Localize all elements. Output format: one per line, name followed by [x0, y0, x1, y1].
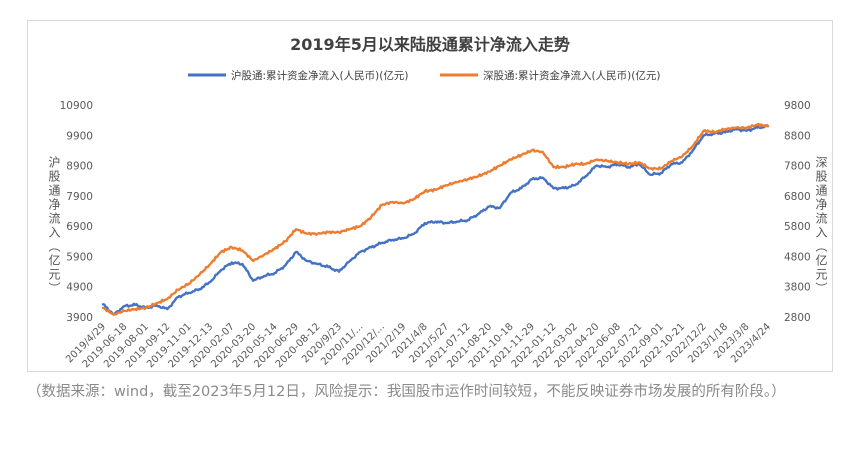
y-right-label: 深股通净流入（亿元） [814, 156, 828, 296]
legend-label-sh: 沪股通:累计资金净流入(人民币)(亿元) [231, 69, 408, 82]
caption: （数据来源：wind，截至2023年5月12日，风险提示：我国股市运作时间较短，… [27, 384, 786, 400]
series-layer [101, 122, 770, 316]
y-right-ticks: 2800 3800 4800 5800 6800 7800 8800 9800 [784, 100, 811, 324]
y-right-tick-label: 4800 [784, 251, 811, 263]
y-right-label-text: 深股通净流入（亿元） [814, 156, 828, 296]
y-left-tick-label: 8900 [66, 161, 93, 173]
y-left-tick-label: 4900 [66, 282, 93, 294]
series-line-sz [101, 122, 770, 316]
y-right-tick-label: 3800 [784, 282, 811, 294]
y-right-tick-label: 8800 [784, 130, 811, 142]
chart-title: 2019年5月以来陆股通累计净流入走势 [290, 35, 570, 54]
y-left-tick-label: 9900 [66, 130, 93, 142]
x-ticks: 2019/4/292019-06-182019-08-012019-09-122… [64, 321, 773, 370]
y-left-tick-label: 10900 [60, 100, 93, 112]
y-left-label: 沪股通净流入（亿元） [47, 156, 61, 296]
y-left-label-text: 沪股通净流入（亿元） [47, 156, 61, 296]
y-left-tick-label: 5900 [66, 251, 93, 263]
y-right-tick-label: 6800 [784, 191, 811, 203]
legend: 沪股通:累计资金净流入(人民币)(亿元) 深股通:累计资金净流入(人民币)(亿元… [188, 69, 660, 82]
y-right-tick-label: 7800 [784, 161, 811, 173]
chart-svg: 2019年5月以来陆股通累计净流入走势 沪股通:累计资金净流入(人民币)(亿元)… [47, 35, 828, 370]
chart-frame: 2019年5月以来陆股通累计净流入走势 沪股通:累计资金净流入(人民币)(亿元)… [27, 20, 833, 372]
legend-label-sz: 深股通:累计资金净流入(人民币)(亿元) [483, 69, 660, 82]
y-right-tick-label: 5800 [784, 221, 811, 233]
y-left-ticks: 3900 4900 5900 6900 7900 8900 9900 10900 [60, 100, 93, 324]
y-left-tick-label: 6900 [66, 221, 93, 233]
y-left-tick-label: 3900 [66, 312, 93, 324]
y-left-tick-label: 7900 [66, 191, 93, 203]
y-right-tick-label: 2800 [784, 312, 811, 324]
y-right-tick-label: 9800 [784, 100, 811, 112]
series-line-sh [101, 124, 770, 316]
